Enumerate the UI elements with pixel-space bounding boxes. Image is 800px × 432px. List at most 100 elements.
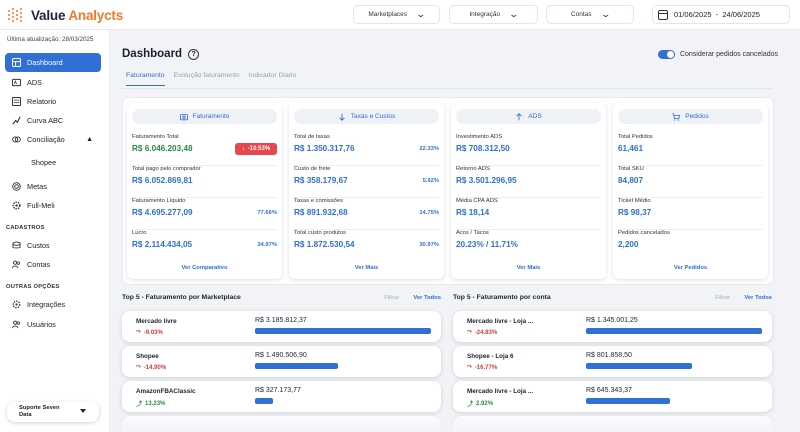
section-cadastros: CADASTROS [6,225,45,231]
arrow-up-icon [516,112,523,120]
users-icon [12,260,21,269]
card-ads: ADS Investimento ADS R$ 708.312,50 Retor… [451,103,606,279]
logo-text: Value Analycts [31,7,124,23]
metric-media-cpa: Média CPA ADS R$ 18,14 [456,198,601,230]
metric-retorno-ads: Retorno ADS R$ 3.501.296,95 [456,166,601,198]
tabs: Faturamento Evolução faturamento Indicad… [126,72,296,86]
list-item[interactable]: AmazonFBAClassic ⤴ 13.23% R$ 327.173,77 [122,381,441,412]
page-title: Dashboard ? [122,48,200,60]
filter-link[interactable]: Filtrar [715,295,730,301]
metric-custo-frete: Custo de frete R$ 358.179,67 5.92% [294,166,439,198]
ver-mais-link[interactable]: Ver Mais [516,265,541,271]
contas-filter[interactable]: Contas ⌄ [546,5,634,24]
share-bar [586,398,670,404]
card-pedidos: Pedidos Total Pedidos 61,461 Total SKU 8… [613,103,768,279]
app-logo[interactable]: Value Analycts [8,7,123,23]
users-icon [12,320,21,329]
main-content: Dashboard ? Considerar pedidos cancelado… [110,30,800,432]
metric-faturamento-total: Faturamento Total R$ 6.046.203,48 ↓ -10.5… [132,134,277,166]
dashboard-icon [12,58,21,67]
cancelled-orders-toggle[interactable] [657,50,675,59]
sidebar-item-full-meli[interactable]: Full-Meli [5,196,101,215]
help-icon[interactable]: ? [188,48,200,60]
sidebar-item-custos[interactable]: Custos [5,236,101,255]
list-item[interactable]: Shopee - Loja 6 ⤳ -16.77% R$ 801.858,50 [453,346,772,377]
last-update-text: Última atualização: 28/03/2025 [7,36,94,43]
ads-icon [12,78,21,87]
sidebar-item-metas[interactable]: Metas [5,177,101,196]
share-bar [255,328,431,334]
trend-down-icon: ⤳ [467,329,472,335]
metric-pedidos-cancelados: Pedidos cancelados 2,200 [618,230,670,249]
sidebar-item-integracoes[interactable]: Integrações [5,295,101,314]
sidebar-item-dashboard[interactable]: Dashboard [5,53,101,72]
share-bar [255,398,273,404]
integrations-icon [12,300,21,309]
share-bar [255,363,338,369]
card-header: ADS [456,109,601,124]
cart-icon [672,112,681,121]
marketplaces-filter[interactable]: Marketplaces ⌄ [353,5,440,24]
arrow-down-icon: ↓ [241,146,245,152]
ver-comparativo-link[interactable]: Ver Comparativo [181,265,228,271]
sidebar-item-shopee[interactable]: Shopee [31,158,57,167]
metric-faturamento-liquido: Faturamento Líquido R$ 4.695.277,09 77.6… [132,198,277,230]
sidebar-item-relatorio[interactable]: Relatorio [5,92,101,111]
support-selector[interactable]: Suporte Seven Data [7,402,99,422]
dropdown-arrow-icon [80,409,86,413]
calendar-icon [658,9,668,20]
metric-total-taxas: Total de taxas R$ 1.350.317,76 22.33% [294,134,439,166]
metric-custo-produtos: Total custo produtos R$ 1.872.530,54 30.… [294,230,439,249]
metric-ticket-medio: Ticket Médio R$ 98,37 [618,198,763,230]
trend-down-icon: ⤳ [467,364,472,370]
filter-link[interactable]: Filtrar [384,295,399,301]
tab-faturamento[interactable]: Faturamento [126,72,165,86]
date-range-picker[interactable]: 01/06/2025 - 24/06/2025 [652,5,790,24]
tabs-divider [122,88,772,89]
ver-pedidos-link[interactable]: Ver Pedidos [673,265,708,271]
sidebar-item-conciliacao[interactable]: Conciliação ▲ [5,130,101,149]
list-item[interactable]: Shopee ⤳ -14.90% R$ 1.490.506,90 [122,346,441,377]
card-header: Pedidos [618,109,763,124]
metric-lucro: Lucro R$ 2.114.434,05 34.97% [132,230,277,249]
sidebar-item-contas[interactable]: Contas [5,255,101,274]
chevron-down-icon: ⌄ [600,9,611,19]
see-all-link[interactable]: Ver Todos [413,295,441,301]
metric-taxas-comissoes: Taxas e comissões R$ 891.932,68 14.75% [294,198,439,230]
top-bar: Value Analycts Marketplaces ⌄ Integração ⌄… [0,0,800,30]
chevron-down-icon: ⌄ [508,9,520,19]
summary-cards-panel: Faturamento Faturamento Total R$ 6.046.2… [122,97,774,285]
metric-total-pedidos: Total Pedidos 61,461 [618,134,763,166]
card-faturamento: Faturamento Faturamento Total R$ 6.046.2… [127,103,282,279]
scroll-fade [110,410,800,432]
sidebar-item-usuarios[interactable]: Usuários [5,315,101,334]
list-item[interactable]: Mercado livre - Loja ... ⤳ -24.83% R$ 1.3… [453,311,772,342]
coins-icon [12,241,21,250]
list-item[interactable]: Mercado livre - Loja ... ⤴ 2.92% R$ 645.3… [453,381,772,412]
metric-investimento-ads: Investimento ADS R$ 708.312,50 [456,134,601,166]
arrow-down-icon [339,113,345,121]
tab-indicador-diario[interactable]: Indicador Diario [248,72,297,79]
see-all-link[interactable]: Ver Todos [744,295,772,301]
target-icon [12,182,21,191]
ver-mais-link[interactable]: Ver Mais [354,265,379,271]
sidebar-item-curva-abc[interactable]: Curva ABC [5,111,101,130]
share-bar [586,363,692,369]
cancelled-orders-toggle-group: Considerar pedidos cancelados [657,50,778,59]
integracao-filter[interactable]: Integração ⌄ [449,5,538,24]
logo-dots-icon [8,7,26,23]
curve-icon [12,116,21,125]
trend-down-icon: ⤳ [136,329,141,335]
report-icon [12,97,21,106]
chevron-up-icon: ▲ [86,136,93,143]
chevron-down-icon: ⌄ [415,9,427,19]
tab-evolucao-faturamento[interactable]: Evolução faturamento [173,72,240,79]
share-bar [586,328,762,334]
trend-down-icon: ⤳ [136,364,141,370]
trend-up-icon: ⤴ [136,402,143,408]
trend-up-icon: ⤴ [467,402,474,408]
metric-total-sku: Total SKU 84,807 [618,166,763,198]
sidebar-item-ads[interactable]: ADS [5,73,101,92]
section-outras-opcoes: OUTRAS OPÇÕES [6,284,60,290]
list-item[interactable]: Mercado livre ⤳ -9.03% R$ 3.185.812,37 [122,311,441,342]
